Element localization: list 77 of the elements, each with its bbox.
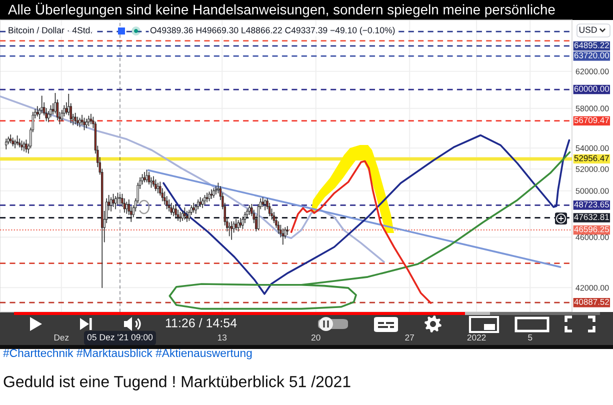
line-series — [162, 134, 570, 295]
x-tick-label: 27 — [405, 334, 414, 340]
candlestick — [25, 139, 28, 153]
ref-line-label: 52956.47 — [574, 155, 609, 162]
candlestick — [201, 198, 204, 208]
line-series — [290, 160, 432, 304]
x-tick-label: 20 — [312, 334, 320, 341]
candlestick — [126, 202, 128, 214]
ref-line-label: 56709.47 — [574, 117, 609, 124]
y-tick-label: 52000.00 — [576, 166, 609, 172]
ref-line-label: 46596.25 — [574, 226, 609, 232]
candlestick — [110, 197, 112, 212]
candlestick — [114, 196, 117, 210]
ref-line-label: 63720.00 — [574, 52, 610, 58]
candlestick — [88, 116, 90, 126]
x-tick-label: 2022 — [467, 334, 486, 341]
text: USD — [579, 26, 597, 33]
y-tick-label: 46000.00 — [576, 234, 609, 240]
ref-line-label: 48723.65 — [574, 201, 609, 208]
candlestick — [194, 204, 197, 214]
y-tick-label: 62000.00 — [576, 68, 609, 74]
candlestick — [166, 196, 168, 210]
candlestick — [141, 174, 144, 185]
annotation: O49389.36 H49669.30 L48866.22 C49337.39 −49.10 (−0.10%) — [150, 26, 395, 36]
candlestick — [76, 116, 79, 126]
candlestick — [199, 197, 202, 208]
candlestick — [282, 228, 284, 245]
candlestick — [172, 205, 175, 216]
candlestick — [148, 172, 150, 185]
text: #Charttechnik #Marktausblick #Aktienauswertung — [3, 348, 252, 360]
candlestick — [179, 212, 182, 222]
x-tick-label: Dez — [54, 334, 69, 341]
candlestick — [83, 118, 86, 130]
y-tick-label: 54000.00 — [576, 145, 609, 152]
ref-line-label: 40887.52 — [574, 298, 609, 305]
ref-line-label: 60000.00 — [574, 86, 610, 92]
candlestick — [230, 221, 233, 240]
ref-line-label: 64895.22 — [574, 42, 609, 48]
y-tick-label: 58000.00 — [576, 106, 609, 112]
candlestick — [206, 192, 208, 202]
ref-line-label: 05 Dez '21 09:00 — [87, 334, 153, 340]
text: Geduld ist eine Tugend ! Marktüberblick 51 /2021 — [4, 376, 350, 390]
candlestick — [36, 106, 39, 116]
candlestick — [154, 179, 157, 192]
candlestick — [174, 204, 177, 218]
candlestick — [184, 207, 186, 220]
candlestick — [16, 135, 18, 146]
candlestick — [20, 140, 23, 151]
x-tick-label: 13 — [218, 334, 227, 341]
candlestick — [9, 134, 12, 144]
candlestick — [204, 194, 206, 205]
candlestick — [112, 194, 114, 208]
text: 11:26 / 14:54 — [166, 318, 237, 328]
candlestick — [264, 199, 266, 210]
candlestick — [186, 210, 188, 222]
annotation: Bitcoin / Dollar · 4Std. — [8, 26, 92, 34]
candlestick — [170, 202, 172, 216]
candlestick — [152, 176, 155, 187]
candlestick — [74, 112, 76, 124]
candlestick — [248, 205, 251, 216]
ref-line-label: 47632.81 — [574, 214, 609, 220]
y-tick-label: 50000.00 — [576, 188, 609, 194]
candlestick — [234, 218, 238, 230]
candlestick — [168, 199, 170, 212]
line-series — [0, 95, 385, 263]
line-series — [168, 151, 571, 310]
candlestick — [246, 208, 248, 219]
candlestick — [192, 202, 195, 213]
candlestick — [239, 218, 242, 228]
candlestick — [286, 226, 289, 236]
candlestick — [237, 220, 240, 232]
text: Alle Überlegungen sind keine Handelsanweisungen, sondern spiegeln meine persönliche — [8, 2, 555, 18]
candlestick — [262, 197, 264, 208]
candlestick — [181, 210, 184, 221]
x-tick-label: 5 — [528, 334, 532, 341]
candlestick — [90, 114, 92, 124]
y-tick-label: 42000.00 — [576, 284, 609, 291]
